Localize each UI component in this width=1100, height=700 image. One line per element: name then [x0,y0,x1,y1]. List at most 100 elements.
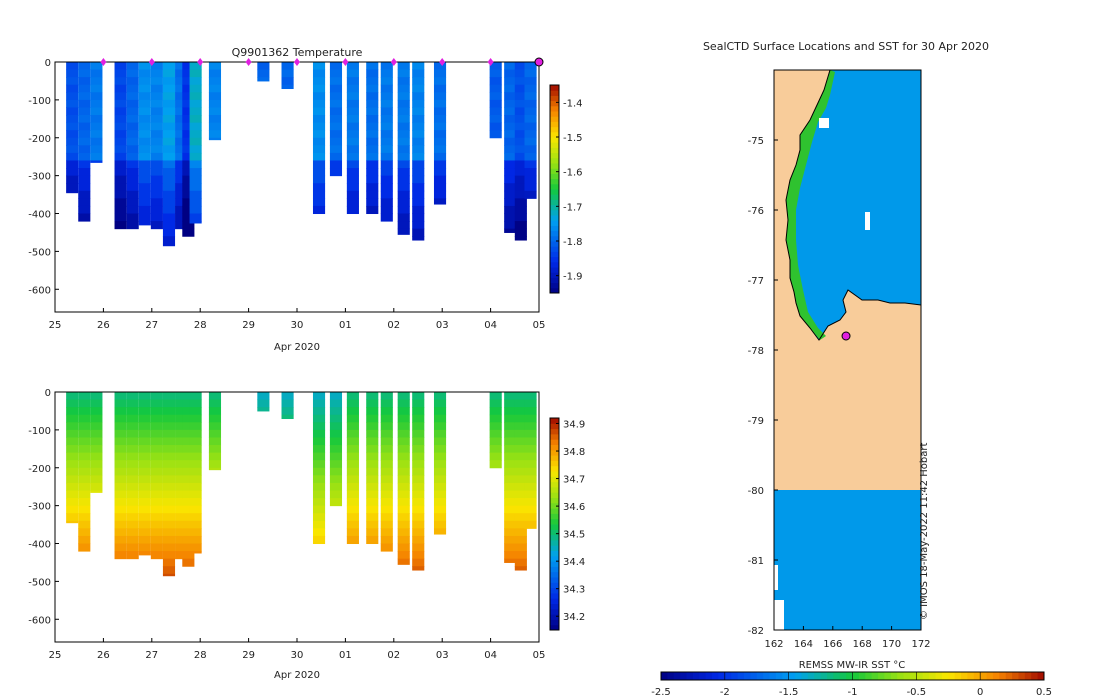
profile-cell [504,467,517,476]
colorbar-segment [550,95,559,102]
colorbar-segment [916,672,924,680]
profile-cell [412,513,425,522]
profile-cell [346,152,359,161]
colorbar-segment [550,476,559,483]
profile-cell [346,452,359,461]
profile-cell [524,145,537,154]
profile-cell [114,77,127,86]
profile-cell [126,175,139,184]
profile-cell [397,221,410,230]
profile-cell [489,130,502,139]
x-tick-label: 25 [49,650,62,661]
profile-cell [397,505,410,514]
profile-cell [412,414,425,423]
profile-cell [175,160,188,169]
credit-text: © IMOS 18-May-2022 11:42 Hobart [919,443,930,620]
profile-cell [66,520,79,524]
profile-cell [329,107,343,116]
profile-cell [138,460,151,469]
profile-cell [138,62,151,71]
profile-cell [182,92,195,101]
profile-cell [90,399,103,408]
colorbar-segment [903,672,911,680]
profile-cell [433,122,447,131]
colorbar-segment [550,215,559,221]
colorbar-tick-label: 0 [977,687,983,698]
profile-cell [397,437,410,446]
profile-cell [126,92,139,101]
profile-cell [412,551,425,560]
profile-cell [162,92,176,101]
profile-cell [514,437,527,446]
profile-cell [504,175,517,184]
profile-cell [524,422,537,431]
profile-cell [346,392,359,401]
profile-cell [208,414,222,423]
profile-cell [412,122,425,131]
profile-cell [329,99,343,108]
profile-cell [175,183,188,192]
profile-cell [397,558,410,565]
lat-tick-label: -75 [748,136,764,147]
lon-tick-label: 172 [911,639,930,650]
profile-cell [150,467,163,476]
profile-cell [138,183,151,192]
profile-cell [397,122,410,131]
x-tick-label: 01 [339,650,352,661]
profile-cell [126,528,139,537]
colorbar-tick-label: -1.9 [563,272,583,283]
profile-cell [114,437,127,446]
colorbar-segment [550,183,559,190]
profile-cell [182,445,195,454]
profile-cell [504,399,517,408]
profile-cell [412,137,425,146]
profile-cell [514,475,527,484]
profile-cell [380,407,393,416]
profile-cell [150,535,163,545]
profile-cell [114,175,127,184]
profile-cell [281,399,294,408]
profile-cell [524,392,537,401]
profile-cell [312,482,326,491]
profile-cell [150,145,163,154]
profile-cell [126,407,139,416]
profile-cell [366,392,379,401]
profile-cell [504,429,517,438]
colorbar-tick-label: -1.5 [563,133,583,144]
profile-cell [412,228,425,237]
profile-cell [66,399,79,408]
profile-cell [90,467,103,476]
profile-cell [412,520,425,529]
profile-cell [312,498,326,507]
colorbar-segment [550,518,559,525]
profile-cell [366,130,379,139]
profile-cell [189,422,202,431]
profile-cell [524,467,537,476]
colorbar-segment [550,587,559,594]
profile-cell [366,520,379,529]
profile-cell [162,107,176,116]
profile-cell [175,152,188,161]
profile-cell [346,429,359,438]
profile-cell [397,407,410,416]
profile-cell [175,429,188,438]
colorbar-segment [992,672,1000,680]
profile-cell [514,535,527,545]
profile-cell [312,152,326,161]
colorbar-segment [550,204,559,211]
profile-cell [189,460,202,469]
profile-cell [433,69,447,78]
profile-cell [504,205,517,215]
colorbar-tick-label: 34.6 [563,502,585,513]
x-tick-label: 30 [291,320,304,331]
colorbar-segment [839,672,847,680]
colorbar-tick-label: -2 [720,687,730,698]
colorbar-segment [550,566,559,573]
colorbar-segment [550,550,559,557]
profile-cell [329,392,343,401]
profile-cell [150,407,163,416]
profile-cell [114,467,127,476]
profile-cell [366,198,379,207]
profile-cell [504,414,517,423]
profile-cell [182,429,195,438]
